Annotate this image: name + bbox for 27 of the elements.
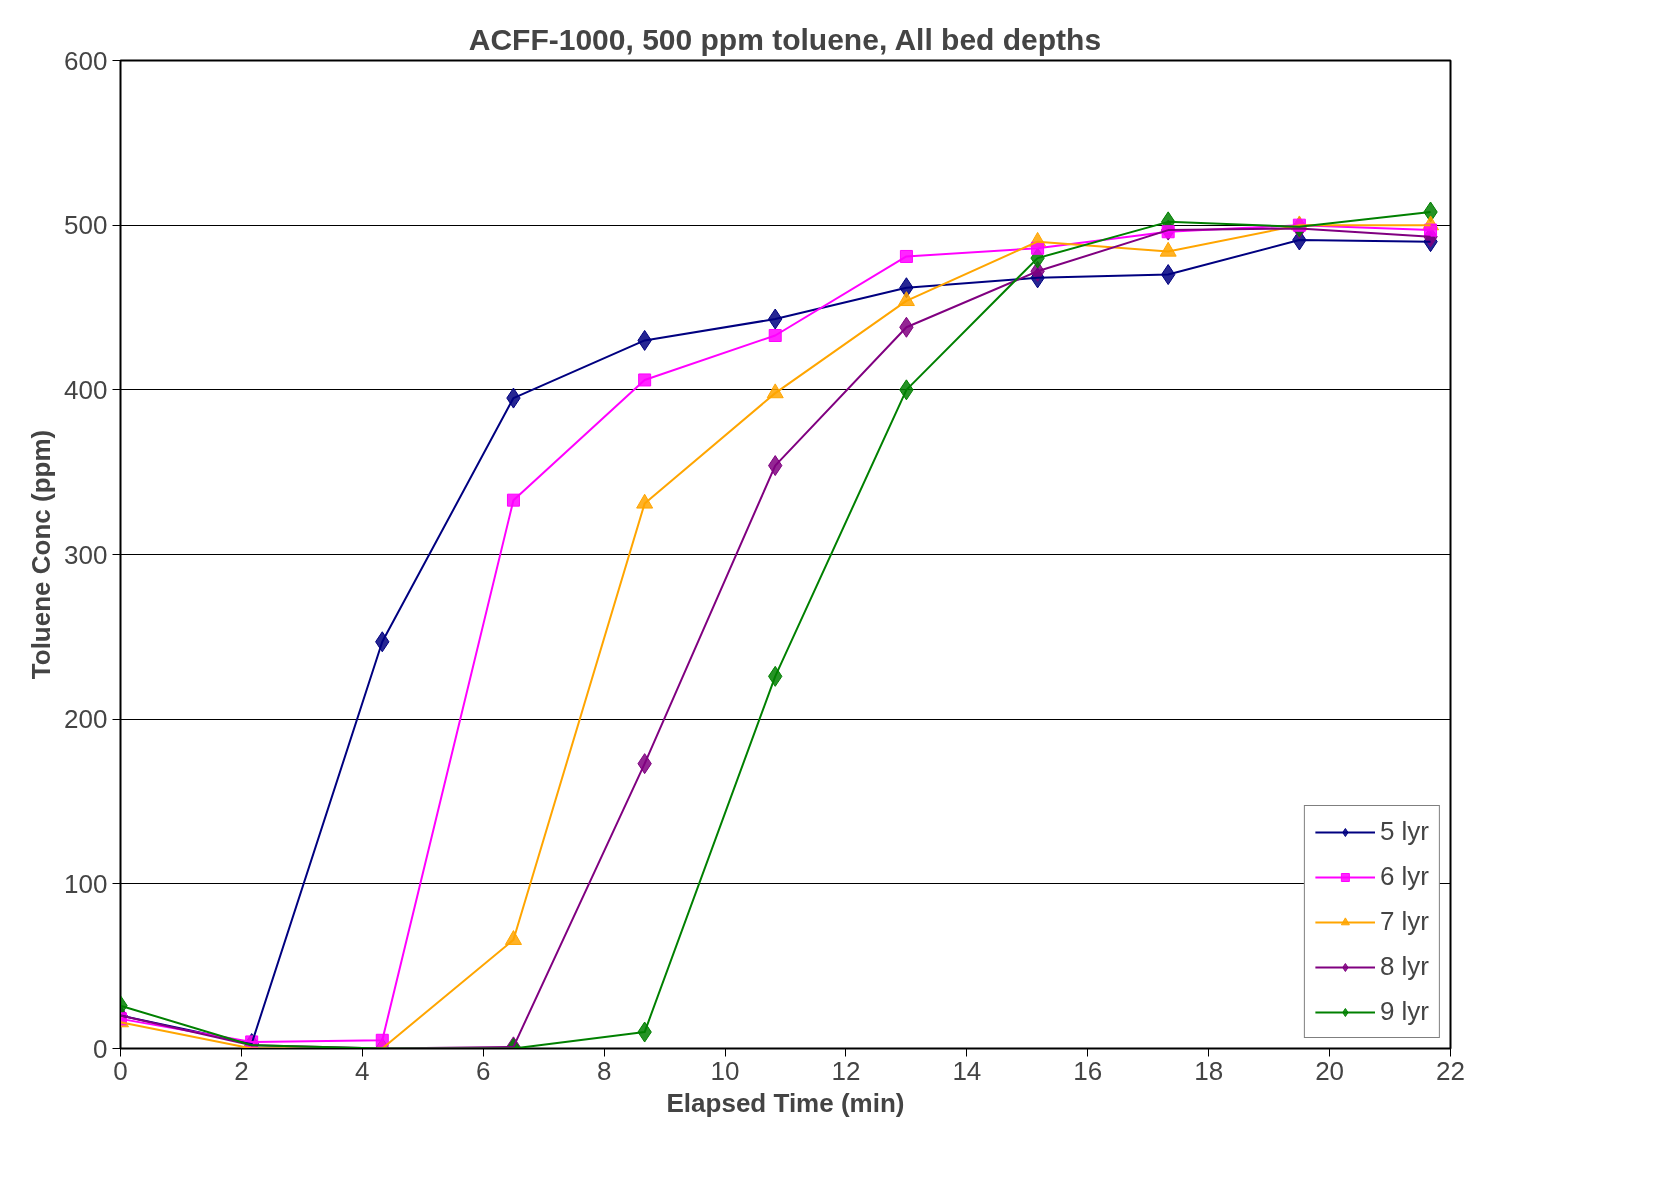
legend-label: 7 lyr <box>1379 906 1429 937</box>
x-tick-label: 12 <box>831 1055 861 1086</box>
x-tick-label: 10 <box>710 1055 740 1086</box>
y-tick-label: 600 <box>64 45 108 76</box>
x-tick-label: 8 <box>596 1055 612 1086</box>
y-tick-label: 300 <box>64 539 108 570</box>
legend-label: 9 lyr <box>1379 996 1429 1027</box>
x-tick-label: 22 <box>1436 1055 1465 1086</box>
y-tick-label: 0 <box>93 1033 108 1064</box>
x-tick-label: 20 <box>1315 1055 1345 1086</box>
y-tick-label: 400 <box>64 374 108 405</box>
x-tick-label: 2 <box>234 1055 249 1086</box>
x-tick-label: 4 <box>355 1055 370 1086</box>
y-axis-title: Toluene Conc (ppm) <box>26 429 57 680</box>
x-axis-title: Elapsed Time (min) <box>666 1087 905 1118</box>
x-tick-label: 18 <box>1194 1055 1224 1086</box>
x-tick-label: 0 <box>113 1055 128 1086</box>
legend-label: 8 lyr <box>1379 951 1429 982</box>
chart-title: ACFF-1000, 500 ppm toluene, All bed depths <box>468 22 1102 56</box>
y-tick-label: 200 <box>64 704 108 735</box>
legend-label: 6 lyr <box>1379 861 1429 892</box>
y-tick-label: 500 <box>64 210 108 241</box>
x-tick-label: 6 <box>476 1055 491 1086</box>
y-tick-label: 100 <box>64 868 108 899</box>
x-tick-label: 14 <box>952 1055 982 1086</box>
x-tick-label: 16 <box>1073 1055 1103 1086</box>
legend-label: 5 lyr <box>1379 816 1429 847</box>
